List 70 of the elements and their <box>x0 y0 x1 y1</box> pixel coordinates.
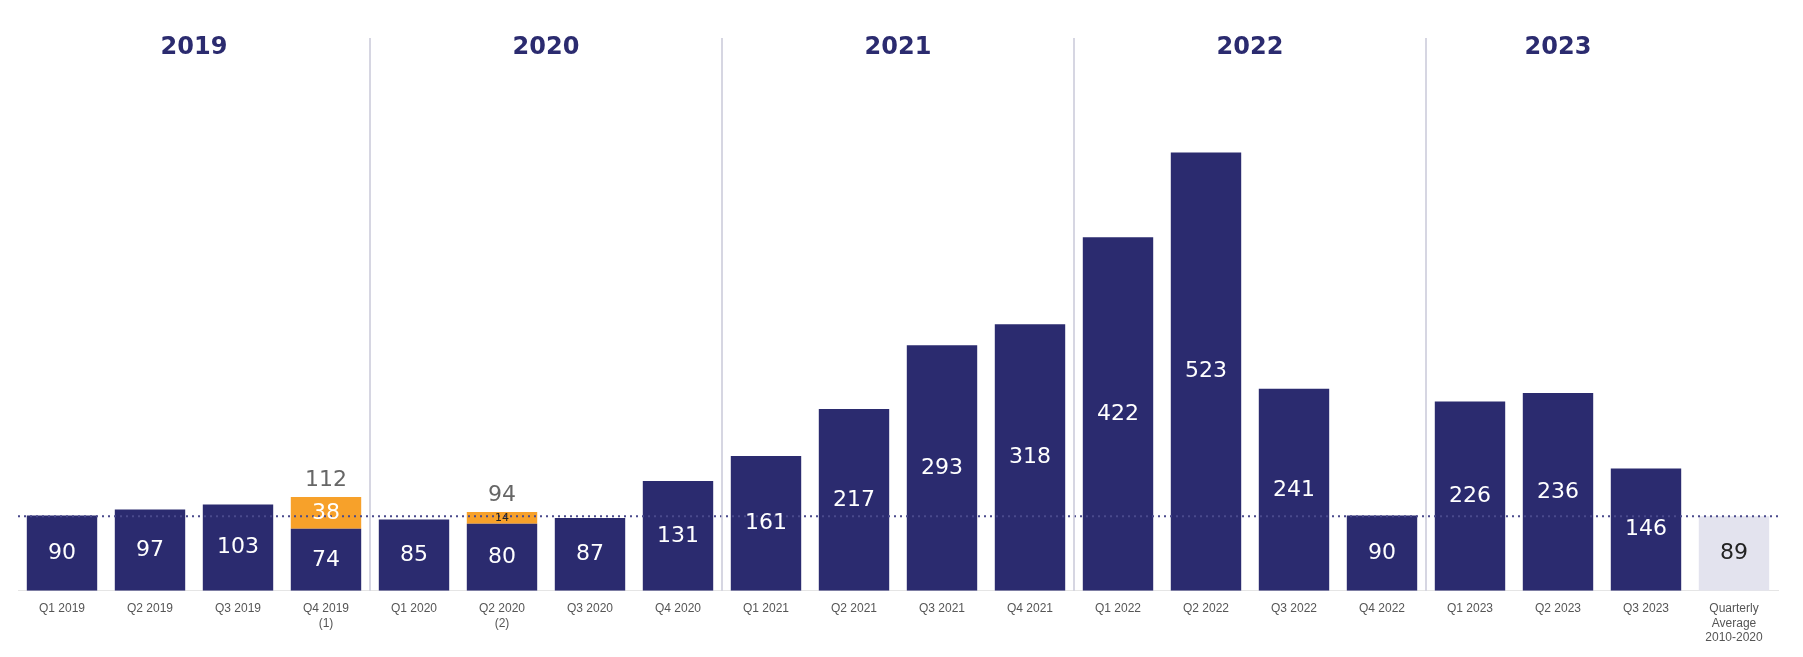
x-tick-label: Q3 2023 <box>1622 601 1670 616</box>
x-tick-label: Q1 2021 <box>742 601 790 616</box>
x-tick-label: Q2 2019 <box>126 601 174 616</box>
bar <box>642 481 714 591</box>
bar <box>730 455 802 591</box>
total-label: 94 <box>488 480 516 506</box>
bar <box>290 528 362 591</box>
bar <box>1346 515 1418 591</box>
data-label: 236 <box>1537 477 1579 503</box>
data-label: 74 <box>312 545 340 571</box>
bar <box>994 324 1066 591</box>
x-tick-label: Q2 2020 (2) <box>478 601 526 630</box>
bar <box>1082 237 1154 591</box>
x-tick-label: Quarterly Average 2010-2020 <box>1705 601 1764 645</box>
bar <box>1610 468 1682 591</box>
data-label: 217 <box>833 485 875 511</box>
x-tick-label: Q1 2020 <box>390 601 438 616</box>
data-label: 14 <box>495 510 509 524</box>
data-label: 38 <box>312 498 340 524</box>
data-label: 241 <box>1273 475 1315 501</box>
bar <box>114 509 186 591</box>
data-label: 90 <box>48 538 76 564</box>
bar <box>202 504 274 591</box>
bar <box>906 345 978 591</box>
bar <box>466 523 538 591</box>
bar <box>1170 152 1242 591</box>
x-tick-label: Q4 2019 (1) <box>302 601 350 630</box>
x-tick-label: Q3 2021 <box>918 601 966 616</box>
text: 2022 <box>1216 32 1284 61</box>
bar <box>818 408 890 591</box>
data-label: 146 <box>1625 515 1667 541</box>
data-label: 85 <box>400 540 428 566</box>
data-label: 97 <box>136 535 164 561</box>
x-tick-label: Q2 2022 <box>1182 601 1230 616</box>
bar <box>1522 393 1594 591</box>
text: 2023 <box>1524 32 1592 61</box>
text: 2019 <box>160 32 228 61</box>
data-label: 318 <box>1009 443 1051 469</box>
text: 2020 <box>512 32 580 61</box>
x-tick-label: Q4 2022 <box>1358 601 1406 616</box>
x-tick-label: Q3 2019 <box>214 601 262 616</box>
bar <box>554 517 626 591</box>
data-label: 80 <box>488 543 516 568</box>
x-tick-label: Q1 2019 <box>38 601 86 616</box>
data-label: 103 <box>217 533 259 559</box>
data-label: 131 <box>657 521 699 547</box>
bar <box>1258 388 1330 591</box>
x-tick-label: Q4 2021 <box>1006 601 1054 616</box>
x-tick-label: Q3 2020 <box>566 601 614 616</box>
x-tick-label: Q2 2021 <box>830 601 878 616</box>
total-label: 112 <box>305 465 347 491</box>
data-label: 161 <box>745 509 787 535</box>
x-tick-label: Q2 2023 <box>1534 601 1582 616</box>
data-label: 293 <box>921 453 963 479</box>
x-tick-label: Q1 2022 <box>1094 601 1142 616</box>
x-tick-label: Q3 2022 <box>1270 601 1318 616</box>
data-label: 422 <box>1097 399 1139 425</box>
bar <box>1698 516 1770 591</box>
data-label: 89 <box>1720 539 1748 565</box>
data-label: 87 <box>576 540 604 566</box>
bar <box>466 512 538 524</box>
bar <box>1434 401 1506 591</box>
x-tick-label: Q1 2023 <box>1446 601 1494 616</box>
bar <box>26 515 98 591</box>
data-label: 523 <box>1185 357 1227 383</box>
data-label: 226 <box>1449 481 1491 507</box>
data-label: 90 <box>1368 538 1396 564</box>
x-tick-label: Q4 2020 <box>654 601 702 616</box>
text: 2021 <box>864 32 932 61</box>
bar <box>378 519 450 591</box>
